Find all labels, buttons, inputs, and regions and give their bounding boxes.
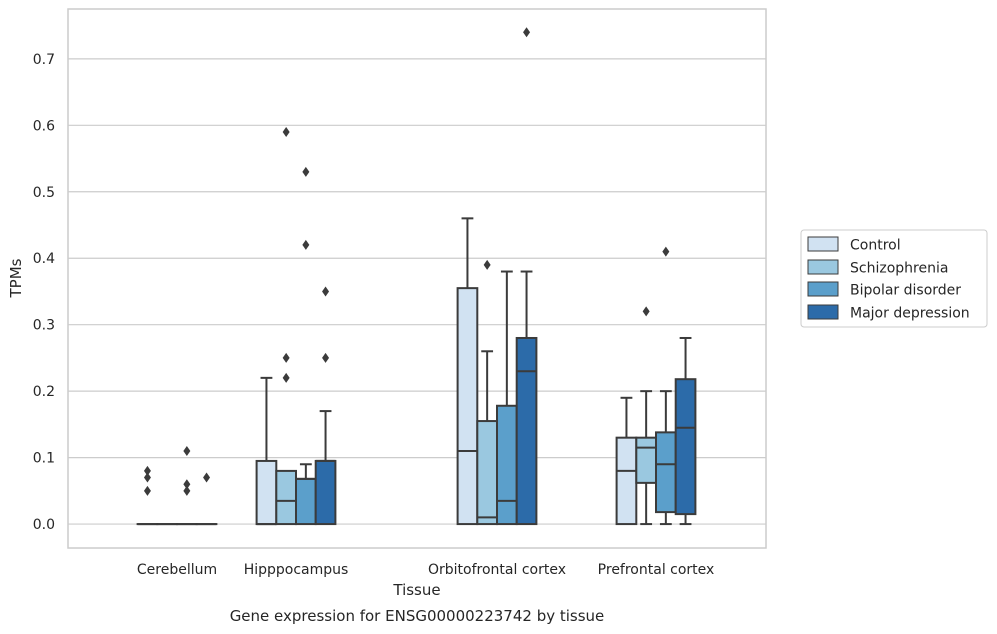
plot-area-frame bbox=[67, 8, 767, 549]
outlier-point bbox=[483, 259, 491, 270]
box-group bbox=[195, 472, 218, 526]
box-group bbox=[275, 126, 297, 526]
legend-swatch-bipolar-disorder bbox=[807, 281, 839, 297]
box-group bbox=[176, 445, 198, 526]
y-tick-labels: 0.0 0.1 0.2 0.3 0.4 0.5 0.6 0.7 bbox=[33, 52, 55, 533]
x-tick-label: Hipppocampus bbox=[244, 562, 349, 578]
outlier-point bbox=[183, 479, 191, 490]
x-tick-label: Orbitofrontal cortex bbox=[428, 562, 566, 578]
outlier-point bbox=[523, 27, 531, 38]
box bbox=[635, 436, 657, 484]
outlier-point bbox=[302, 166, 310, 177]
box bbox=[275, 469, 297, 526]
box-group bbox=[615, 396, 638, 526]
outlier-point bbox=[662, 246, 670, 257]
box-group bbox=[655, 246, 677, 526]
x-axis-label: Tissue bbox=[392, 581, 440, 599]
legend-swatch-schizophrenia bbox=[807, 259, 839, 275]
y-tick-label: 0.5 bbox=[33, 185, 55, 201]
outlier-point bbox=[322, 286, 330, 297]
outlier-point bbox=[322, 352, 330, 363]
y-tick-label: 0.3 bbox=[33, 318, 55, 334]
box bbox=[496, 404, 518, 526]
legend-frame bbox=[800, 229, 988, 328]
box-group bbox=[314, 286, 337, 526]
outlier-point bbox=[642, 306, 650, 317]
gridlines bbox=[68, 58, 766, 525]
outlier-point bbox=[143, 485, 151, 496]
x-tick-label: Cerebellum bbox=[137, 562, 217, 578]
box-group bbox=[255, 376, 278, 526]
box bbox=[255, 459, 278, 526]
outlier-point bbox=[183, 445, 191, 456]
outlier-point bbox=[302, 239, 310, 250]
box bbox=[674, 378, 697, 516]
box-group bbox=[496, 270, 518, 526]
legend-label-control: Control bbox=[850, 238, 901, 254]
y-tick-label: 0.7 bbox=[33, 52, 55, 68]
box bbox=[456, 287, 479, 526]
legend-swatch-control bbox=[807, 236, 839, 252]
outlier-point bbox=[183, 485, 191, 496]
outlier-point bbox=[282, 352, 290, 363]
box-group bbox=[456, 217, 479, 526]
legend-label-major-depression: Major depression bbox=[850, 306, 970, 322]
box-group bbox=[476, 259, 498, 526]
outlier-point bbox=[143, 472, 151, 483]
box bbox=[615, 436, 638, 526]
y-axis-label: TPMs bbox=[7, 258, 25, 298]
box-group bbox=[295, 166, 317, 526]
y-tick-label: 0.6 bbox=[33, 118, 55, 134]
figure-caption: Gene expression for ENSG00000223742 by t… bbox=[230, 607, 605, 625]
box bbox=[655, 431, 677, 514]
box-group bbox=[515, 27, 538, 526]
box bbox=[515, 336, 538, 526]
box-group bbox=[136, 465, 159, 526]
box bbox=[295, 477, 317, 526]
box bbox=[476, 420, 498, 526]
box bbox=[314, 459, 337, 526]
legend: Control Schizophrenia Bipolar disorder M… bbox=[800, 229, 988, 328]
y-tick-label: 0.1 bbox=[33, 451, 55, 467]
outlier-point bbox=[203, 472, 211, 483]
legend-label-bipolar-disorder: Bipolar disorder bbox=[850, 283, 961, 299]
outlier-point bbox=[282, 126, 290, 137]
y-tick-label: 0.0 bbox=[33, 517, 55, 533]
legend-label-schizophrenia: Schizophrenia bbox=[850, 261, 948, 277]
outlier-point bbox=[282, 372, 290, 383]
y-tick-label: 0.2 bbox=[33, 384, 55, 400]
box-group bbox=[674, 336, 697, 526]
boxes bbox=[136, 27, 697, 526]
x-tick-label: Prefrontal cortex bbox=[598, 562, 715, 578]
y-tick-label: 0.4 bbox=[33, 251, 55, 267]
box-group bbox=[635, 306, 657, 526]
legend-swatch-major-depression bbox=[807, 304, 839, 320]
outlier-point bbox=[143, 465, 151, 476]
x-tick-labels: Cerebellum Hipppocampus Orbitofrontal cort… bbox=[137, 562, 714, 578]
